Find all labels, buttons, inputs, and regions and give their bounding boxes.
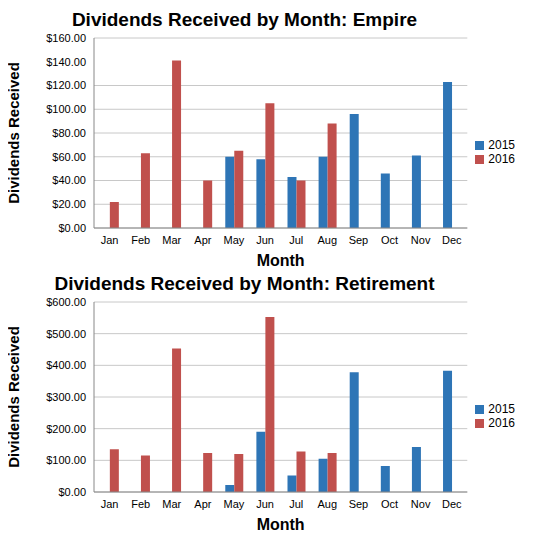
svg-text:Aug: Aug (318, 234, 338, 246)
html-text:Dividends Received by Month: R: Dividends Received by Month: Retirement (54, 273, 435, 294)
html-text:2016: 2016 (488, 152, 515, 166)
html-text:2015: 2015 (488, 138, 515, 152)
svg-text:Dec: Dec (442, 498, 462, 510)
svg-text:$500.00: $500.00 (46, 328, 86, 340)
svg-text:$20.00: $20.00 (52, 198, 86, 210)
svg-text:Sep: Sep (349, 234, 369, 246)
svg-text:Oct: Oct (381, 498, 398, 510)
svg-text:$40.00: $40.00 (52, 174, 86, 186)
svg-text:Dividends Received: Dividends Received (8, 326, 22, 468)
svg-text:$100.00: $100.00 (46, 103, 86, 115)
svg-text:$100.00: $100.00 (46, 454, 86, 466)
svg-text:Aug: Aug (318, 498, 338, 510)
svg-text:Feb: Feb (131, 234, 150, 246)
html-text:2015: 2015 (488, 402, 515, 416)
svg-text:Sep: Sep (349, 498, 369, 510)
svg-text:Apr: Apr (194, 498, 211, 510)
svg-text:Oct: Oct (381, 234, 398, 246)
svg-text:Jun: Jun (256, 498, 274, 510)
svg-text:Jan: Jan (101, 234, 119, 246)
svg-text:Mar: Mar (162, 234, 181, 246)
svg-text:$120.00: $120.00 (46, 79, 86, 91)
svg-text:$0.00: $0.00 (58, 486, 86, 498)
svg-text:Apr: Apr (194, 234, 211, 246)
html-text:Dividends Received by Month: E: Dividends Received by Month: Empire (71, 9, 418, 30)
svg-text:May: May (224, 234, 245, 246)
svg-text:$80.00: $80.00 (52, 127, 86, 139)
svg-text:Dividends Received: Dividends Received (8, 62, 22, 204)
svg-text:$200.00: $200.00 (46, 423, 86, 435)
svg-text:Dec: Dec (442, 234, 462, 246)
svg-text:$160.00: $160.00 (46, 32, 86, 44)
svg-text:$300.00: $300.00 (46, 391, 86, 403)
svg-text:$600.00: $600.00 (46, 296, 86, 308)
svg-text:Month: Month (257, 516, 305, 533)
svg-text:$60.00: $60.00 (52, 151, 86, 163)
svg-text:Feb: Feb (131, 498, 150, 510)
svg-text:Month: Month (257, 252, 305, 269)
svg-text:Nov: Nov (411, 498, 431, 510)
svg-text:$0.00: $0.00 (58, 222, 86, 234)
svg-text:Jun: Jun (256, 234, 274, 246)
svg-text:$400.00: $400.00 (46, 359, 86, 371)
svg-text:May: May (224, 498, 245, 510)
svg-text:Nov: Nov (411, 234, 431, 246)
svg-text:Jan: Jan (101, 498, 119, 510)
svg-text:$140.00: $140.00 (46, 56, 86, 68)
svg-text:Jul: Jul (289, 498, 303, 510)
svg-text:Jul: Jul (289, 234, 303, 246)
svg-text:Mar: Mar (162, 498, 181, 510)
html-text:2016: 2016 (488, 416, 515, 430)
